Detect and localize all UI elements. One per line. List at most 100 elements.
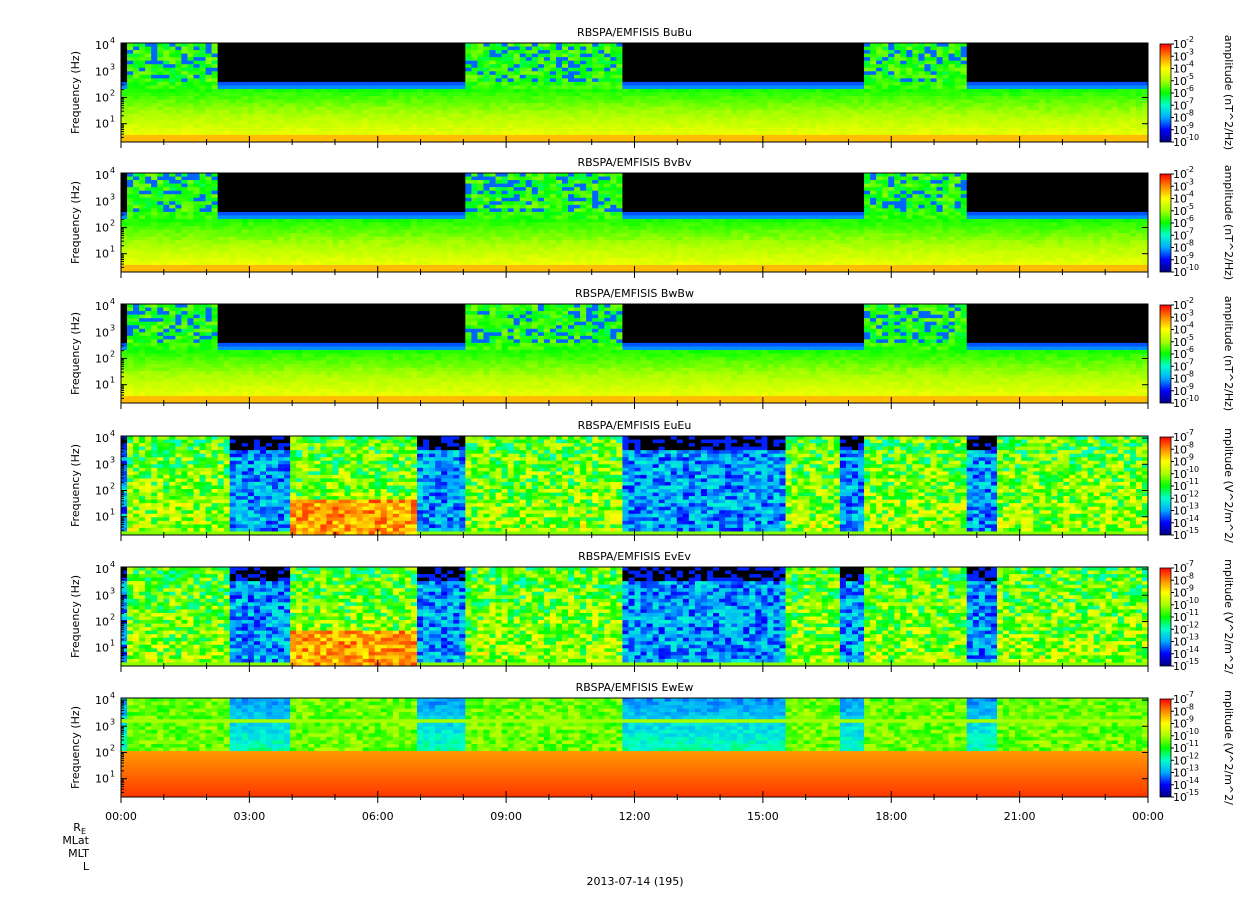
colorbar-tick-exponent: -9 bbox=[1186, 453, 1194, 462]
colorbar-tick-label: 10 bbox=[1173, 517, 1187, 530]
y-tick-label: 10 bbox=[95, 300, 109, 313]
y-axis-label: Frequency (Hz) bbox=[69, 312, 82, 395]
colorbar-tick-exponent: -10 bbox=[1186, 263, 1199, 272]
colorbar-tick-exponent: -8 bbox=[1186, 370, 1194, 379]
y-axis-label: Frequency (Hz) bbox=[69, 575, 82, 658]
y-tick-exponent: 4 bbox=[110, 166, 115, 175]
y-tick-exponent: 4 bbox=[110, 691, 115, 700]
panel-title: RBSPA/EMFISIS EwEw bbox=[576, 681, 694, 694]
colorbar-tick-label: 10 bbox=[1173, 336, 1187, 349]
y-tick-label: 10 bbox=[95, 746, 109, 759]
colorbar-tick-exponent: -2 bbox=[1186, 165, 1194, 174]
colorbar-tick-exponent: -4 bbox=[1186, 190, 1194, 199]
y-tick-exponent: 1 bbox=[110, 770, 115, 779]
y-tick-exponent: 3 bbox=[110, 586, 115, 595]
colorbar-tick-exponent: -3 bbox=[1186, 308, 1194, 317]
colorbar-label: mplitude (V^2/m^2/ bbox=[1222, 559, 1235, 674]
y-tick-label: 10 bbox=[95, 91, 109, 104]
colorbar bbox=[1160, 437, 1171, 535]
colorbar bbox=[1160, 174, 1171, 272]
colorbar-tick-label: 10 bbox=[1173, 180, 1187, 193]
colorbar-tick-exponent: -8 bbox=[1186, 239, 1194, 248]
y-tick-label: 10 bbox=[95, 720, 109, 733]
colorbar-tick-label: 10 bbox=[1173, 75, 1187, 88]
colorbar-tick-label: 10 bbox=[1173, 730, 1187, 743]
colorbar-tick-label: 10 bbox=[1173, 456, 1187, 469]
ephemeris-label-mlt: MLT bbox=[68, 847, 89, 860]
y-tick-exponent: 3 bbox=[110, 62, 115, 71]
colorbar-tick-exponent: -10 bbox=[1186, 465, 1199, 474]
spectrogram-image bbox=[121, 304, 1149, 404]
y-tick-label: 10 bbox=[95, 326, 109, 339]
panel-title: RBSPA/EMFISIS EuEu bbox=[578, 419, 692, 432]
y-tick-exponent: 4 bbox=[110, 429, 115, 438]
x-tick-label: 18:00 bbox=[875, 810, 907, 823]
colorbar-tick-label: 10 bbox=[1173, 492, 1187, 505]
colorbar-tick-exponent: -5 bbox=[1186, 333, 1194, 342]
y-axis-label: Frequency (Hz) bbox=[69, 444, 82, 527]
colorbar-tick-label: 10 bbox=[1173, 50, 1187, 63]
colorbar-tick-exponent: -13 bbox=[1186, 502, 1199, 511]
colorbar-label: mplitude (V^2/m^2/ bbox=[1222, 690, 1235, 805]
colorbar-tick-exponent: -9 bbox=[1186, 251, 1194, 260]
colorbar-tick-exponent: -11 bbox=[1186, 608, 1199, 617]
colorbar-tick-exponent: -2 bbox=[1186, 296, 1194, 305]
y-tick-exponent: 4 bbox=[110, 36, 115, 45]
y-tick-label: 10 bbox=[95, 118, 109, 131]
colorbar-tick-exponent: -8 bbox=[1186, 109, 1194, 118]
colorbar-tick-exponent: -2 bbox=[1186, 35, 1194, 44]
x-tick-label: 12:00 bbox=[619, 810, 651, 823]
y-tick-exponent: 2 bbox=[110, 481, 115, 490]
colorbar-tick-label: 10 bbox=[1173, 660, 1187, 673]
colorbar-tick-exponent: -7 bbox=[1186, 428, 1194, 437]
spectrogram-image bbox=[121, 43, 1149, 143]
colorbar-tick-label: 10 bbox=[1173, 718, 1187, 731]
y-tick-label: 10 bbox=[95, 352, 109, 365]
y-tick-exponent: 3 bbox=[110, 323, 115, 332]
colorbar-tick-label: 10 bbox=[1173, 348, 1187, 361]
x-tick-label: 06:00 bbox=[362, 810, 394, 823]
colorbar-tick-label: 10 bbox=[1173, 397, 1187, 410]
panel-title: RBSPA/EMFISIS BwBw bbox=[575, 287, 694, 300]
colorbar-tick-label: 10 bbox=[1173, 385, 1187, 398]
y-tick-exponent: 2 bbox=[110, 218, 115, 227]
colorbar-tick-label: 10 bbox=[1173, 254, 1187, 267]
ephemeris-label-mlat: MLat bbox=[62, 834, 89, 847]
colorbar-tick-exponent: -7 bbox=[1186, 559, 1194, 568]
colorbar-tick-label: 10 bbox=[1173, 136, 1187, 149]
y-tick-exponent: 2 bbox=[110, 612, 115, 621]
colorbar-tick-exponent: -4 bbox=[1186, 321, 1194, 330]
y-tick-exponent: 2 bbox=[110, 349, 115, 358]
y-tick-exponent: 1 bbox=[110, 508, 115, 517]
colorbar-tick-exponent: -15 bbox=[1186, 788, 1199, 797]
date-label: 2013-07-14 (195) bbox=[586, 875, 683, 888]
colorbar-tick-label: 10 bbox=[1173, 742, 1187, 755]
colorbar-label: amplitude (nT^2/Hz) bbox=[1222, 296, 1235, 411]
colorbar-tick-label: 10 bbox=[1173, 648, 1187, 661]
colorbar-tick-label: 10 bbox=[1173, 623, 1187, 636]
colorbar-tick-exponent: -12 bbox=[1186, 620, 1199, 629]
colorbar-tick-exponent: -14 bbox=[1186, 514, 1199, 523]
colorbar-tick-label: 10 bbox=[1173, 266, 1187, 279]
colorbar-tick-exponent: -10 bbox=[1186, 394, 1199, 403]
colorbar-label: amplitude (nT^2/Hz) bbox=[1222, 35, 1235, 150]
y-tick-exponent: 2 bbox=[110, 743, 115, 752]
colorbar-tick-label: 10 bbox=[1173, 205, 1187, 218]
colorbar-tick-exponent: -10 bbox=[1186, 727, 1199, 736]
colorbar-tick-exponent: -15 bbox=[1186, 657, 1199, 666]
colorbar-tick-exponent: -14 bbox=[1186, 645, 1199, 654]
y-axis-label: Frequency (Hz) bbox=[69, 706, 82, 789]
y-tick-label: 10 bbox=[95, 221, 109, 234]
colorbar-tick-exponent: -6 bbox=[1186, 345, 1194, 354]
y-tick-label: 10 bbox=[95, 642, 109, 655]
colorbar-tick-label: 10 bbox=[1173, 38, 1187, 51]
colorbar-tick-label: 10 bbox=[1173, 468, 1187, 481]
